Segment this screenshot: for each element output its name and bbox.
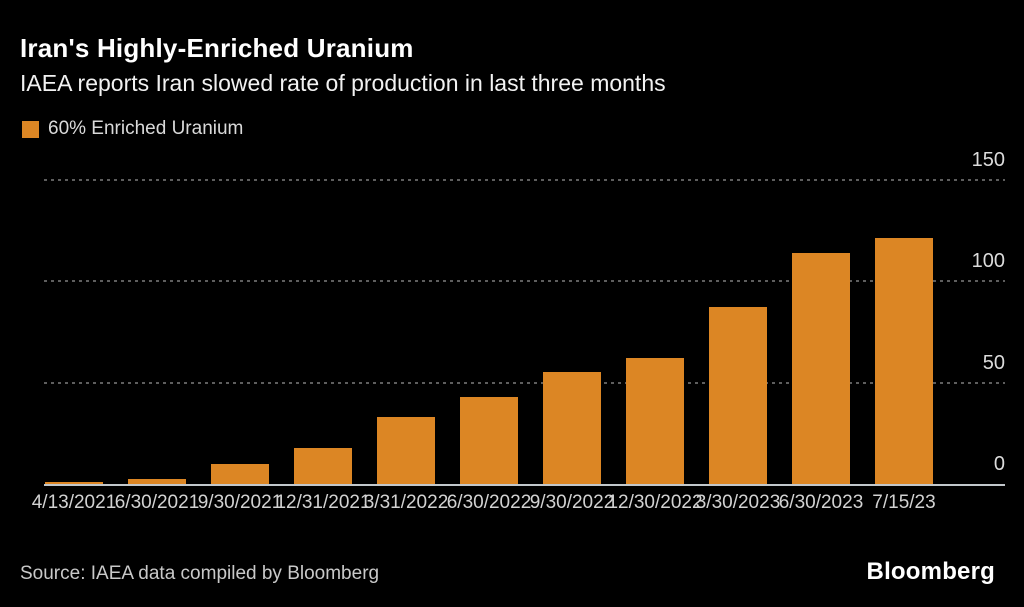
x-axis-tick-label: 12/30/2022: [607, 492, 703, 513]
chart-subtitle: IAEA reports Iran slowed rate of product…: [20, 70, 666, 96]
bar-7/15/23: [875, 238, 933, 484]
x-axis-tick-label: 6/30/2021: [114, 492, 200, 513]
gridline-50: [44, 381, 1005, 384]
bar-6/30/2021: [128, 479, 186, 484]
x-axis-tick-label: 3/30/2023: [695, 492, 781, 513]
bloomberg-logo: Bloomberg: [866, 558, 995, 585]
x-axis-line: [44, 484, 1005, 486]
source-note: Source: IAEA data compiled by Bloomberg: [20, 563, 380, 584]
x-axis-tick-label: 6/30/2023: [778, 492, 864, 513]
gridline-150: [44, 179, 1005, 181]
x-axis-tick-label: 12/31/2021: [275, 492, 371, 513]
legend-label: 60% Enriched Uranium: [48, 118, 244, 139]
x-axis-tick-label: 3/31/2022: [363, 492, 449, 513]
bar-3/31/2022: [377, 417, 435, 484]
bar-6/30/2023: [792, 253, 850, 484]
y-axis-tick-label: 0: [993, 453, 1005, 475]
legend-swatch-icon: [22, 120, 39, 138]
x-axis-tick-label: 4/13/2021: [31, 492, 117, 513]
bar-6/30/2022: [460, 397, 518, 484]
bar-12/31/2021: [294, 448, 352, 484]
bar-9/30/2022: [543, 372, 601, 484]
y-axis-tick-label: 50: [982, 351, 1005, 374]
x-axis-tick-label: 6/30/2022: [446, 492, 532, 513]
x-axis-tick-label: 9/30/2021: [197, 492, 283, 513]
x-axis-tick-label: 9/30/2022: [529, 492, 615, 513]
x-axis-tick-label: 7/15/23: [872, 492, 936, 513]
bar-9/30/2021: [211, 464, 269, 484]
bar-4/13/2021: [45, 482, 103, 484]
gridline-100: [44, 280, 1005, 283]
legend: 60% Enriched Uranium: [22, 118, 243, 140]
bar-3/30/2023: [709, 307, 767, 484]
y-axis-tick-label: 100: [971, 250, 1005, 273]
y-axis-tick-label: 150: [971, 149, 1005, 171]
bar-12/30/2022: [626, 358, 684, 484]
chart-title: Iran's Highly-Enriched Uranium: [20, 33, 414, 63]
